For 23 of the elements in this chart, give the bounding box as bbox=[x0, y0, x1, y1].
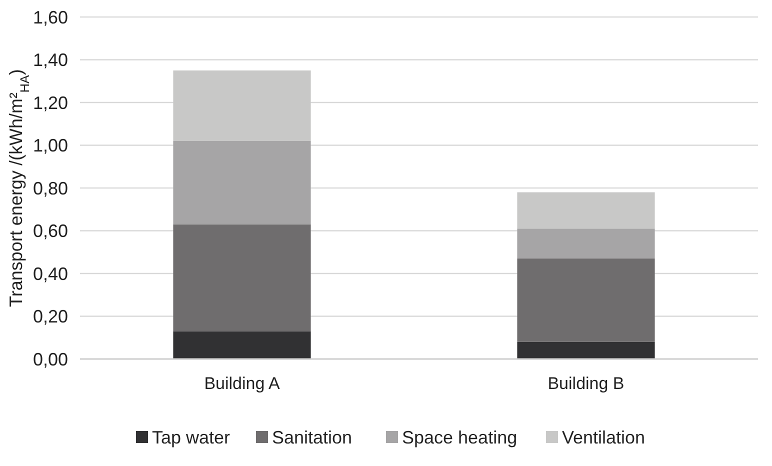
y-tick-label: 1,40 bbox=[32, 50, 68, 70]
legend-label: Sanitation bbox=[272, 427, 352, 448]
bar bbox=[517, 342, 655, 359]
bar bbox=[517, 228, 655, 259]
y-tick-label: 0,20 bbox=[32, 306, 68, 327]
x-tick-label: Building B bbox=[548, 374, 624, 393]
legend-label: Space heating bbox=[402, 427, 518, 448]
x-tick-label: Building A bbox=[204, 374, 280, 393]
y-tick-label: 0,60 bbox=[32, 221, 68, 242]
bar bbox=[517, 192, 655, 229]
legend-label: Ventilation bbox=[562, 427, 646, 448]
y-tick-label: 0,40 bbox=[32, 264, 68, 284]
y-tick-label: 0,00 bbox=[32, 349, 68, 370]
y-tick-label: 1,20 bbox=[32, 92, 68, 113]
bar bbox=[173, 70, 311, 141]
legend-label: Tap water bbox=[152, 427, 230, 448]
bar bbox=[173, 140, 311, 224]
y-tick-label: 1,00 bbox=[32, 136, 68, 156]
bar bbox=[173, 331, 311, 359]
y-tick-label: 0,80 bbox=[32, 178, 68, 198]
y-tick-label: 1,60 bbox=[32, 7, 68, 28]
bar bbox=[517, 258, 655, 342]
bar bbox=[173, 224, 311, 332]
